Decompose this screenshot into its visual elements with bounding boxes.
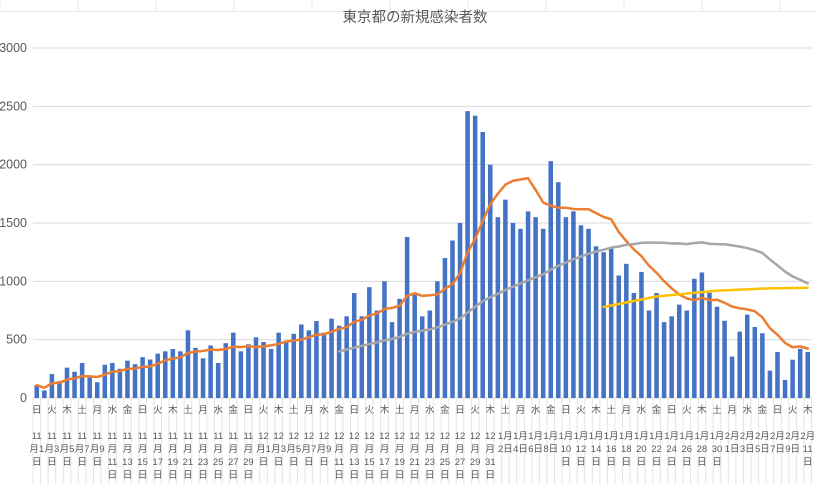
svg-text:1500: 1500 xyxy=(0,216,27,230)
svg-text:2000: 2000 xyxy=(0,158,27,172)
svg-text:500: 500 xyxy=(6,333,27,347)
svg-text:0: 0 xyxy=(20,391,27,405)
svg-text:2500: 2500 xyxy=(0,99,27,113)
svg-text:1000: 1000 xyxy=(0,274,27,288)
svg-text:3000: 3000 xyxy=(0,41,27,55)
svg-text:東京都の新規感染者数: 東京都の新規感染者数 xyxy=(343,9,488,26)
